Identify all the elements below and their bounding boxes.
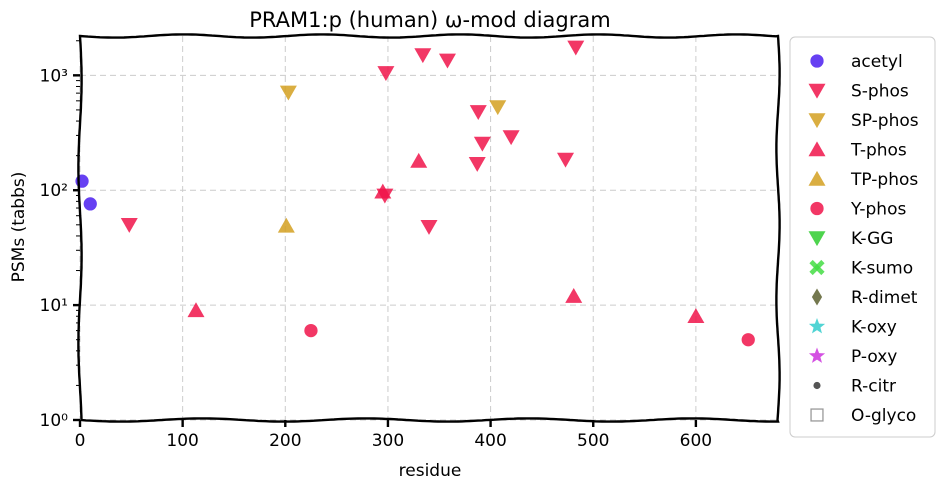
data-point-t-phos bbox=[565, 287, 583, 303]
data-point-s-phos bbox=[414, 48, 432, 64]
legend-marker-tp-phos bbox=[808, 170, 826, 186]
legend-marker-s-phos bbox=[808, 83, 826, 99]
data-point-s-phos bbox=[502, 130, 520, 146]
data-point-sp-phos bbox=[279, 85, 297, 101]
data-point-s-phos bbox=[468, 156, 486, 172]
legend-marker-y-phos bbox=[810, 201, 824, 216]
plot-frame bbox=[77, 33, 781, 423]
x-tick-label: 300 bbox=[372, 431, 404, 451]
chart-title: PRAM1:p (human) ω-mod diagram bbox=[249, 8, 610, 32]
legend-label-r-citr: R-citr bbox=[851, 377, 896, 397]
y-tick-label: 10⁰ bbox=[40, 411, 69, 431]
legend-marker-k-gg bbox=[808, 231, 826, 247]
data-point-t-phos bbox=[410, 152, 428, 168]
legend-label-r-dimet: R-dimet bbox=[851, 288, 918, 308]
data-point-t-phos bbox=[687, 308, 705, 324]
marker-stroke bbox=[809, 259, 825, 276]
data-point-sp-phos bbox=[489, 100, 507, 116]
legend-label-k-sumo: K-sumo bbox=[851, 259, 913, 279]
x-tick-label: 0 bbox=[75, 431, 86, 451]
data-point-s-phos bbox=[557, 152, 575, 168]
data-point-s-phos bbox=[420, 220, 438, 235]
legend-label-k-oxy: K-oxy bbox=[851, 318, 897, 338]
data-point-s-phos bbox=[377, 66, 395, 81]
legend-label-sp-phos: SP-phos bbox=[851, 111, 919, 131]
legend-marker-r-citr bbox=[813, 381, 821, 390]
data-point-t-phos bbox=[374, 183, 392, 199]
data-point-s-phos bbox=[473, 136, 491, 152]
legend-marker-k-oxy bbox=[808, 318, 826, 334]
x-tick-label: 100 bbox=[166, 431, 198, 451]
data-point-t-phos bbox=[187, 302, 205, 318]
y-tick-label: 10² bbox=[40, 181, 68, 201]
data-point-y-phos bbox=[304, 323, 318, 338]
legend-label-o-glyco: O-glyco bbox=[851, 406, 916, 426]
x-tick-label: 600 bbox=[680, 431, 712, 451]
legend-label-k-gg: K-GG bbox=[851, 229, 893, 249]
x-tick-label: 200 bbox=[269, 431, 301, 451]
x-tick-label: 500 bbox=[577, 431, 609, 451]
legend-marker-sp-phos bbox=[808, 113, 826, 129]
legend-marker-t-phos bbox=[808, 141, 826, 157]
x-tick-label: 400 bbox=[474, 431, 506, 451]
y-tick-label: 10¹ bbox=[40, 296, 68, 316]
legend-label-p-oxy: P-oxy bbox=[851, 347, 897, 367]
legend-marker-o-glyco bbox=[810, 408, 824, 422]
legend: acetyl S-phos SP-phos T-phos TP-phos Y-phos K-… bbox=[789, 36, 936, 438]
legend-box bbox=[789, 36, 936, 438]
x-axis-label: residue bbox=[399, 461, 462, 481]
data-point-s-phos bbox=[438, 53, 456, 69]
axis-ticks: 0 100 200 300 400 500 600 10⁰ 10¹ 10² 10³ bbox=[40, 40, 712, 451]
legend-label-y-phos: Y-phos bbox=[850, 200, 906, 220]
data-point-acetyl bbox=[83, 197, 97, 211]
y-tick-label: 10³ bbox=[40, 66, 68, 86]
y-axis-label: PSMs (tabbs) bbox=[9, 172, 29, 283]
data-point-y-phos bbox=[741, 333, 755, 347]
data-points bbox=[75, 40, 755, 347]
legend-marker-acetyl bbox=[810, 54, 824, 68]
legend-marker-r-dimet bbox=[811, 288, 823, 306]
data-point-s-phos bbox=[469, 105, 487, 121]
legend-marker-p-oxy bbox=[808, 347, 826, 363]
data-point-s-phos bbox=[567, 40, 585, 56]
legend-marker-k-sumo bbox=[809, 259, 825, 276]
legend-label-acetyl: acetyl bbox=[851, 52, 903, 72]
legend-label-tp-phos: TP-phos bbox=[850, 170, 918, 190]
data-point-s-phos bbox=[120, 218, 138, 233]
legend-label-t-phos: T-phos bbox=[850, 141, 907, 161]
data-point-tp-phos bbox=[277, 217, 295, 233]
legend-label-s-phos: S-phos bbox=[851, 82, 909, 102]
